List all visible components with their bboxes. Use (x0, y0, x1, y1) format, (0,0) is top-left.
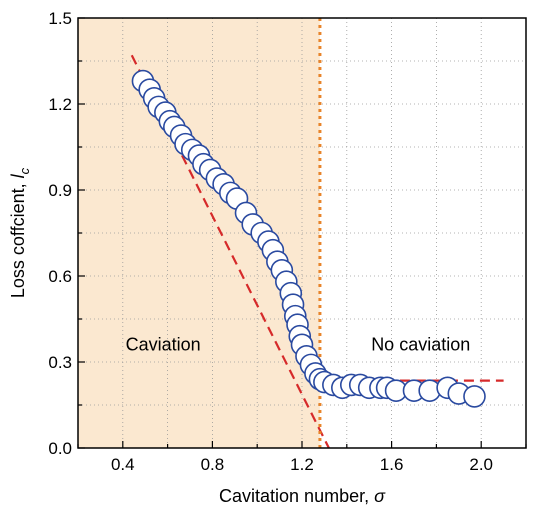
axis-ticks (77, 17, 527, 449)
x-tick-label: 0.4 (111, 455, 135, 474)
x-axis-title-text: Cavitation number, (219, 486, 374, 506)
x-axis-symbol: σ (374, 486, 386, 506)
y-tick-label: 0.0 (48, 439, 72, 458)
region-labels: Caviation No caviation (126, 335, 471, 355)
y-tick-label: 1.2 (48, 95, 72, 114)
y-tick-labels: 0.0 0.3 0.6 0.9 1.2 1.5 (48, 9, 72, 458)
y-axis-subscript: c (17, 167, 32, 174)
y-axis-title: Loss coffcient, lc (8, 167, 32, 298)
y-tick-label: 0.9 (48, 181, 72, 200)
y-tick-label: 0.6 (48, 267, 72, 286)
x-tick-label: 1.6 (380, 455, 404, 474)
x-tick-labels: 0.4 0.8 1.2 1.6 2.0 (111, 455, 493, 474)
data-point (463, 385, 486, 408)
y-tick-label: 1.5 (48, 9, 72, 28)
y-tick-label: 0.3 (48, 353, 72, 372)
x-tick-label: 0.8 (201, 455, 225, 474)
region-label-0: Caviation (126, 335, 201, 355)
y-axis-symbol: l (8, 173, 28, 178)
data-points (131, 69, 486, 408)
region-label-1: No caviation (371, 335, 470, 355)
x-axis-title: Cavitation number, σ (219, 486, 386, 506)
x-tick-label: 1.2 (290, 455, 314, 474)
x-tick-label: 2.0 (469, 455, 493, 474)
y-axis-title-text: Loss coffcient, (8, 178, 28, 298)
